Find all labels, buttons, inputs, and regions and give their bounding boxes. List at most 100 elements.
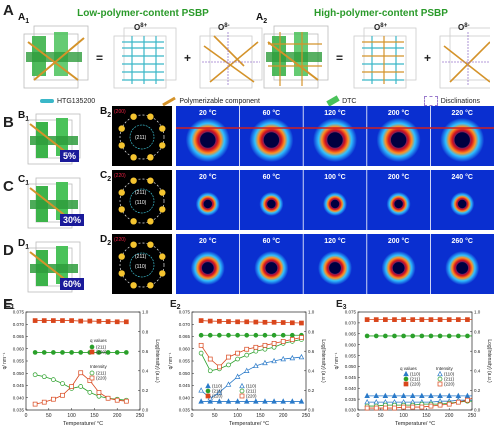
y-tick-label: 0.035 [13,408,25,413]
x-tick-label: 50 [46,413,52,419]
x-tick-label: 50 [212,413,218,419]
y-axis-label: q/ nm⁻¹ [2,352,8,369]
data-point [392,317,397,322]
saxs-pattern-strip: 20 °C 60 °C 100 °C 200 °C 240 °C [176,170,494,230]
x-axis-label: Temperature/ °C [63,421,103,427]
data-point [419,404,425,410]
y-tick-label: 0.050 [345,364,357,369]
y-right-axis-label: Log(Intensity) (a.u.) [320,339,326,383]
x-tick-label: 250 [136,413,145,419]
a1-title: Low-polymer-content PSBP [77,8,209,19]
chart-frame [25,311,141,411]
series-line [201,320,302,324]
data-point [373,405,379,411]
y-tick-label: 0.070 [179,322,191,327]
data-point [262,346,268,352]
data-point [114,350,120,355]
data-point [78,384,84,389]
y-tick-label: 0.065 [13,334,25,339]
x-tick-label: 200 [445,413,454,419]
data-point [455,333,461,339]
data-point [428,317,434,322]
a2-title: High-polymer-content PSBP [314,8,448,19]
temperature-label: 200 °C [388,173,409,181]
data-point [446,333,452,339]
data-point [271,398,277,404]
legend-entry: (110) [410,372,421,377]
data-point [217,318,222,324]
data-point [410,404,416,410]
data-point [289,320,295,326]
subpanel-label-b1: B1 [18,110,30,123]
data-point [280,355,286,362]
legend-entry: (211) [246,389,257,394]
y-right-tick-label: 1.0 [142,310,149,315]
temperature-label: 200 °C [388,237,409,245]
data-point [271,357,277,364]
disclination-icon [423,96,438,106]
y-right-tick-label: 0.6 [308,349,315,354]
subpanel-label-d1: D1 [18,238,30,251]
y-right-tick-label: 0.8 [142,329,149,334]
subpanel-label-a2: A2 [256,12,268,25]
data-point [289,354,296,361]
data-point [78,350,84,355]
legend-entry: (211) [96,371,107,376]
data-point [96,390,102,395]
data-point [253,362,259,369]
data-point [437,333,443,339]
section-label-c: C [3,178,14,195]
y-right-tick-label: 0.0 [474,408,481,413]
data-point [225,381,232,387]
y-tick-label: 0.065 [345,331,357,336]
data-point [299,335,304,340]
a1-o8minus-label: O8- [218,23,230,32]
data-point [41,374,47,380]
data-point [271,344,277,350]
y-tick-label: 0.045 [179,383,191,388]
data-point [78,318,84,324]
data-point [446,401,452,407]
y-tick-label: 0.075 [345,310,357,315]
data-point [207,368,213,374]
y-tick-label: 0.040 [345,386,357,391]
data-point [60,350,65,355]
y-tick-label: 0.055 [13,359,25,364]
section-label-e: E [3,296,14,313]
x-tick-label: 250 [468,413,477,419]
legend-marker [89,375,95,381]
data-point [234,398,241,404]
data-point [391,392,398,398]
data-point [428,392,434,398]
legend-q-title: q values [400,366,418,371]
data-point [32,372,38,378]
data-point [298,353,305,360]
y-tick-label: 0.045 [345,375,357,380]
x-axis-label: Temperature/ °C [229,421,269,427]
legend-entry: (220) [444,382,455,387]
y-right-tick-label: 0.6 [142,349,149,354]
data-point [217,364,222,370]
a2-composite-cube [263,25,329,89]
y-tick-label: 0.060 [13,346,25,351]
data-point [123,319,129,325]
section-label-b: B [3,114,14,131]
polymer-content-badge: 30% [60,214,85,226]
x-tick-label: 100 [233,413,242,419]
legend-marker [205,382,211,389]
data-point [198,350,204,356]
y-tick-label: 0.075 [13,310,25,315]
y-right-tick-label: 0.4 [142,369,149,374]
legend-marker [89,344,95,350]
y-axis-label: q/ nm⁻¹ [168,352,174,369]
x-tick-label: 0 [191,413,194,419]
temperature-label: 20 °C [199,173,217,181]
data-point [114,397,120,403]
data-point [32,401,38,407]
data-point [400,392,407,398]
data-point [364,392,370,398]
chart-frame [357,311,473,411]
data-point [262,342,268,348]
data-point [299,320,304,326]
section-label-d: D [3,242,14,259]
